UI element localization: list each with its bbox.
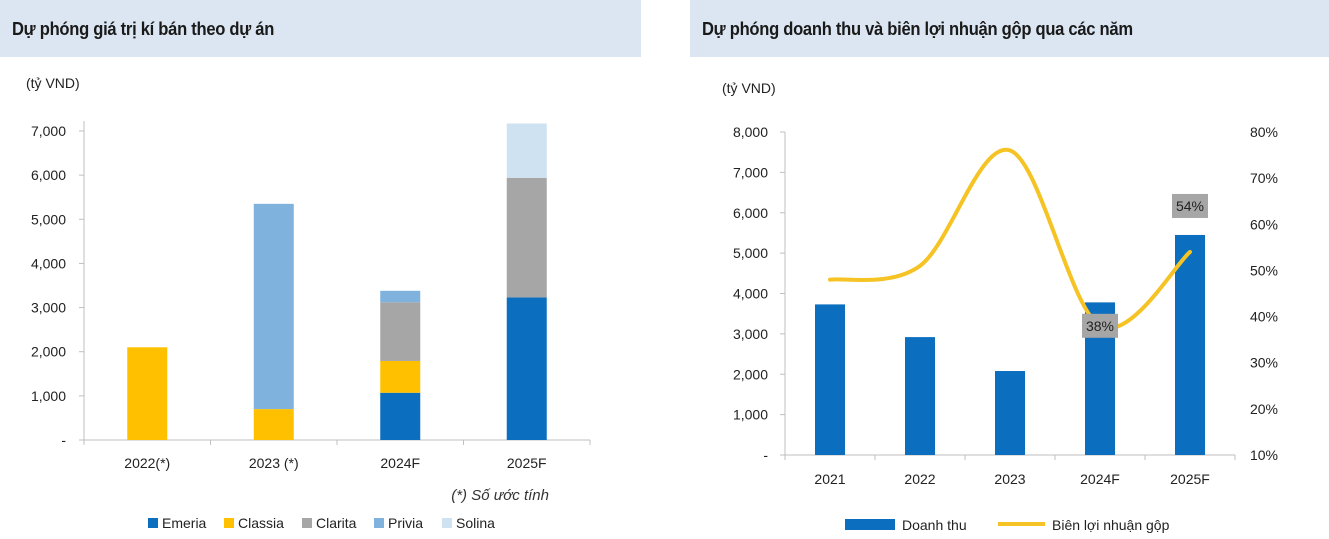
right-y-tick-label: 1,000 (733, 407, 768, 423)
left-footnote: (*) Số ước tính (451, 487, 549, 504)
right-y-tick-label: 5,000 (733, 245, 768, 261)
right-y2-tick-label: 30% (1250, 355, 1278, 371)
left-bar-solina-2025f (506, 123, 547, 178)
left-legend-swatch-clarita (302, 518, 312, 528)
right-data-label-2024f: 38% (1086, 318, 1114, 334)
right-unit-label: (tỷ VND) (722, 80, 776, 96)
right-x-tick-label: 2024F (1080, 471, 1120, 487)
left-y-tick-label: 2,000 (31, 344, 66, 360)
left-y-tick-label: 7,000 (31, 123, 66, 139)
left-x-tick-label: 2023 (*) (249, 455, 299, 471)
right-title-bar: Dự phóng doanh thu và biên lợi nhuận gộp… (690, 0, 1329, 57)
right-y2-tick-label: 60% (1250, 216, 1278, 232)
left-x-tick-label: 2024F (380, 455, 420, 471)
left-legend-swatch-privia (374, 518, 384, 528)
right-bar-doanh-thu-2023 (995, 371, 1025, 455)
right-y2-tick-label: 20% (1250, 401, 1278, 417)
left-x-tick-label: 2022(*) (124, 455, 170, 471)
right-y-tick-label: 7,000 (733, 164, 768, 180)
left-chart-title: Dự phóng giá trị kí bán theo dự án (12, 19, 275, 39)
right-chart-panel: Dự phóng doanh thu và biên lợi nhuận gộp… (690, 0, 1329, 539)
right-y-tick-label: - (763, 447, 768, 463)
left-bar-emeria-2025f (506, 297, 547, 440)
left-bar-classia-2022 (127, 347, 168, 440)
right-y-tick-label: 4,000 (733, 286, 768, 302)
right-y2-tick-label: 50% (1250, 262, 1278, 278)
right-data-label-2025f: 54% (1176, 198, 1204, 214)
right-y2-tick-label: 70% (1250, 170, 1278, 186)
left-legend-label-clarita: Clarita (316, 515, 357, 531)
left-bar-privia-2023 (253, 203, 294, 410)
left-bar-clarita-2024f (380, 302, 421, 361)
left-unit-label: (tỷ VND) (26, 75, 80, 91)
right-x-tick-label: 2022 (904, 471, 935, 487)
right-bar-doanh-thu-2021 (815, 304, 845, 455)
left-y-tick-label: 3,000 (31, 300, 66, 316)
left-x-tick-label: 2025F (507, 455, 547, 471)
right-bar-doanh-thu-2025f (1175, 234, 1205, 455)
right-x-tick-label: 2025F (1170, 471, 1210, 487)
left-bar-classia-2024f (380, 360, 421, 393)
right-line-bien-loi-nhuan-gop (828, 147, 1192, 331)
left-chart-svg: (tỷ VND) - 1,000 2,000 3,000 4,000 5,000 6,000 7… (26, 75, 591, 531)
right-x-tick-label: 2023 (994, 471, 1025, 487)
left-bar-clarita-2025f (506, 177, 547, 298)
right-bar-doanh-thu-2022 (905, 337, 935, 455)
left-legend-swatch-classia (224, 518, 234, 528)
left-chart-panel: Dự phóng giá trị kí bán theo dự án (tỷ V… (0, 0, 641, 539)
right-y2-tick-label: 10% (1250, 447, 1278, 463)
left-y-tick-label: 6,000 (31, 167, 66, 183)
right-chart-svg: (tỷ VND) - 1,000 2,000 3,000 4,000 5,000 6,000 7… (722, 80, 1278, 533)
left-title-bar: Dự phóng giá trị kí bán theo dự án (0, 0, 641, 57)
right-x-tick-label: 2021 (814, 471, 845, 487)
right-y2-tick-label: 40% (1250, 309, 1278, 325)
left-y-tick-label: 5,000 (31, 211, 66, 227)
left-legend-swatch-solina (442, 518, 452, 528)
left-bar-privia-2024f (380, 290, 421, 303)
right-legend-swatch-doanh-thu (845, 519, 895, 530)
right-y-tick-label: 2,000 (733, 366, 768, 382)
right-y-tick-label: 3,000 (733, 326, 768, 342)
left-y-tick-label: 1,000 (31, 388, 66, 404)
right-chart-title: Dự phóng doanh thu và biên lợi nhuận gộp… (702, 19, 1133, 39)
left-bar-emeria-2024f (380, 392, 421, 440)
right-legend-label-bien-loi-nhuan-gop: Biên lợi nhuận gộp (1052, 517, 1170, 533)
left-legend-label-emeria: Emeria (162, 515, 207, 531)
right-y2-tick-label: 80% (1250, 124, 1278, 140)
right-legend-label-doanh-thu: Doanh thu (902, 517, 967, 533)
left-y-tick-label: 4,000 (31, 255, 66, 271)
right-data-label-box-2024f (1082, 313, 1118, 338)
left-legend-swatch-emeria (148, 518, 158, 528)
right-data-label-box-2025f (1172, 193, 1208, 218)
left-legend-label-solina: Solina (456, 515, 495, 531)
left-legend-label-privia: Privia (388, 515, 423, 531)
right-y-tick-label: 8,000 (733, 124, 768, 140)
left-legend-label-classia: Classia (238, 515, 284, 531)
right-y-tick-label: 6,000 (733, 205, 768, 221)
left-y-tick-label: - (61, 432, 66, 448)
left-bar-classia-2023 (253, 409, 294, 440)
